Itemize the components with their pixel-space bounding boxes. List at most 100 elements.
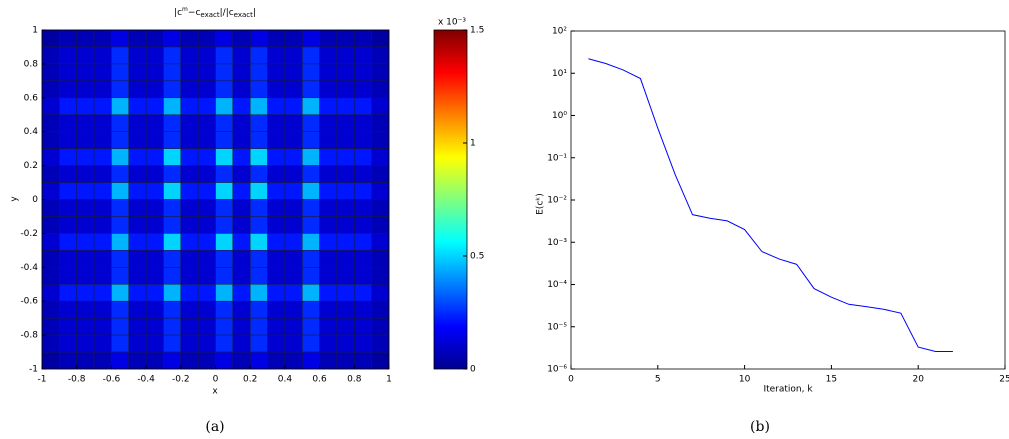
heat-cell [145, 233, 164, 251]
heat-cell [59, 250, 77, 268]
heat-cell [180, 216, 199, 234]
heat-cell [145, 199, 164, 217]
heat-cell [249, 317, 268, 336]
heat-cell [267, 182, 286, 200]
heat-cell [302, 233, 320, 251]
heat-cell [284, 97, 303, 116]
heat-cell [336, 165, 355, 183]
heat-cell [232, 114, 251, 132]
heat-cell [371, 148, 390, 166]
heat-cell [93, 351, 112, 370]
heat-cell [145, 63, 164, 82]
heat-cell [319, 199, 338, 217]
heat-cell [59, 216, 77, 234]
heat-cell [336, 182, 355, 200]
heat-cell [302, 351, 320, 370]
heat-cell [336, 351, 355, 370]
heat-cell [41, 148, 60, 166]
heat-cell [59, 300, 77, 319]
heat-cell [93, 267, 112, 285]
x-tick-label: 1 [386, 375, 392, 385]
heat-cell [111, 29, 130, 48]
heat-cell [284, 114, 303, 132]
heat-cell [163, 233, 182, 251]
plot-frame [570, 30, 1006, 370]
heat-cell [93, 284, 112, 302]
heat-cell [93, 46, 112, 65]
heat-cell [336, 216, 355, 234]
heat-cell [76, 334, 95, 353]
heat-cell [371, 334, 390, 353]
heat-cell [371, 317, 390, 336]
heat-cell [336, 233, 355, 251]
heat-cell [267, 216, 286, 234]
heat-cell [319, 114, 338, 132]
heat-cell [197, 199, 216, 217]
heat-cell [41, 351, 60, 370]
heat-cell [163, 300, 182, 319]
y-tick-label: -1 [29, 365, 38, 375]
heat-cell [232, 334, 251, 353]
heat-cell [215, 80, 234, 99]
heat-cell [76, 148, 95, 166]
heat-cell [319, 63, 338, 82]
heat-cell [145, 351, 164, 370]
heat-cell [93, 165, 112, 183]
heat-cell [354, 199, 372, 217]
y-tick-label: -0.2 [20, 229, 38, 239]
heat-cell [197, 148, 216, 166]
y-tick-label: 0.6 [24, 93, 39, 103]
heat-cell [41, 267, 60, 285]
heat-cell [128, 46, 147, 65]
heat-cell [180, 63, 199, 82]
heat-cell [163, 199, 182, 217]
x-tick-label: 0.4 [278, 375, 293, 385]
heat-cell [76, 300, 95, 319]
heat-cell [197, 114, 216, 132]
heat-cell [284, 284, 303, 302]
y-tick-label: 10² [552, 27, 567, 37]
heat-cell [41, 29, 60, 48]
heat-cell [59, 114, 77, 132]
x-tick-label: 10 [739, 375, 751, 385]
heat-cell [93, 182, 112, 200]
heat-cell [163, 29, 182, 48]
heat-cell [180, 131, 199, 149]
heat-cell [93, 199, 112, 217]
heat-cell [371, 351, 390, 370]
heat-cell [128, 80, 147, 99]
heat-cell [111, 334, 130, 353]
x-tick-label: -0.8 [68, 375, 86, 385]
heat-cell [128, 29, 147, 48]
y-tick-label: 10⁻⁶ [547, 365, 567, 375]
caption: (b) [750, 419, 770, 435]
heat-cell [267, 131, 286, 149]
heat-cell [267, 46, 286, 65]
heat-cell [284, 334, 303, 353]
heat-cell [371, 284, 390, 302]
heat-cell [215, 334, 234, 353]
heat-cell [145, 114, 164, 132]
heat-cell [336, 114, 355, 132]
heat-cell [284, 199, 303, 217]
heat-cell [76, 29, 95, 48]
y-tick-label: 10⁻³ [547, 238, 567, 248]
heat-cell [59, 317, 77, 336]
y-tick-label: -0.4 [20, 263, 38, 273]
heat-cell [319, 131, 338, 149]
heat-cell [41, 80, 60, 99]
heat-cell [111, 317, 130, 336]
heat-cell [180, 317, 199, 336]
caption: (a) [205, 419, 224, 435]
heat-cell [249, 29, 268, 48]
heat-cell [249, 131, 268, 149]
heat-cell [319, 165, 338, 183]
heat-cell [319, 233, 338, 251]
heat-cell [232, 97, 251, 116]
heat-cell [302, 29, 320, 48]
heat-cell [111, 114, 130, 132]
heat-cell [145, 284, 164, 302]
heat-cell [111, 284, 130, 302]
heat-cell [145, 267, 164, 285]
heat-cell [371, 114, 390, 132]
